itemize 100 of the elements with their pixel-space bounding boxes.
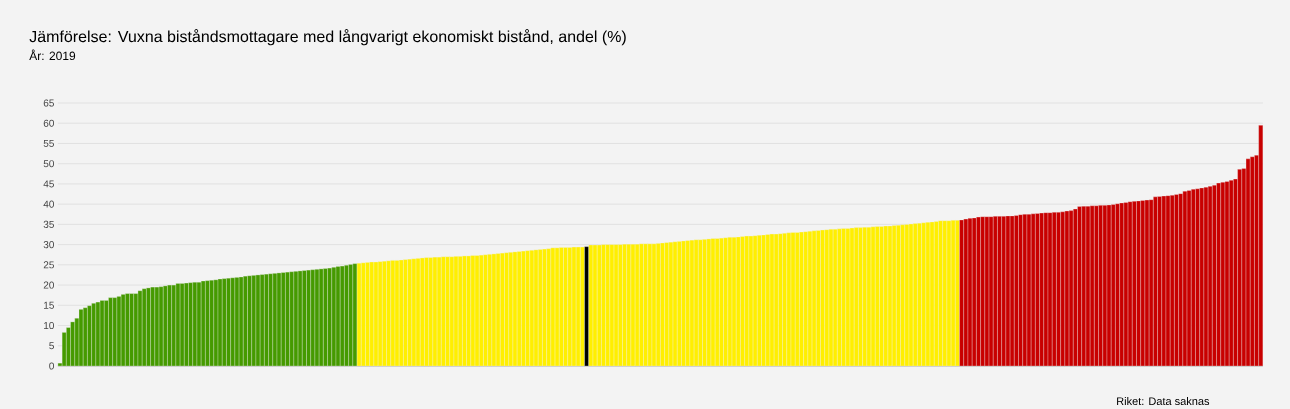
bar bbox=[415, 258, 421, 367]
bar bbox=[525, 250, 530, 367]
bar bbox=[335, 266, 341, 367]
bar bbox=[188, 282, 193, 367]
bar bbox=[647, 243, 653, 367]
y-tick-label: 25 bbox=[43, 261, 54, 269]
bar bbox=[512, 251, 518, 367]
bar bbox=[70, 321, 75, 367]
chart-subtitle: År: 2019 bbox=[29, 49, 76, 61]
bar bbox=[247, 275, 252, 367]
bar bbox=[824, 229, 830, 367]
bar bbox=[175, 283, 181, 367]
bar bbox=[1161, 195, 1167, 367]
bar bbox=[946, 220, 952, 367]
bar bbox=[1224, 181, 1230, 367]
bar bbox=[108, 297, 113, 367]
y-tick-label: 65 bbox=[43, 99, 54, 107]
bar bbox=[356, 263, 362, 367]
bar bbox=[474, 255, 480, 367]
bar bbox=[731, 237, 737, 367]
bar bbox=[314, 269, 320, 367]
bar bbox=[706, 238, 712, 367]
bar bbox=[883, 225, 889, 367]
y-tick-label: 10 bbox=[44, 321, 54, 330]
bar bbox=[651, 243, 657, 367]
bar bbox=[377, 261, 383, 367]
bar bbox=[120, 294, 126, 367]
bar bbox=[348, 264, 353, 367]
bar bbox=[554, 247, 560, 367]
bar bbox=[352, 263, 358, 367]
bar bbox=[192, 282, 198, 367]
bar bbox=[403, 259, 408, 367]
bar bbox=[428, 257, 434, 367]
bar bbox=[238, 276, 244, 367]
bar bbox=[495, 253, 501, 367]
bar bbox=[466, 255, 471, 367]
bar bbox=[664, 242, 669, 367]
text: Riket: Data saknas bbox=[1117, 397, 1210, 406]
bar bbox=[462, 255, 467, 367]
bar bbox=[116, 296, 122, 367]
bar bbox=[1165, 195, 1171, 367]
bar bbox=[761, 234, 766, 367]
bar bbox=[592, 244, 598, 367]
bar bbox=[887, 225, 893, 367]
bar bbox=[748, 235, 754, 367]
bar bbox=[230, 277, 236, 367]
y-tick-label: 20 bbox=[43, 281, 54, 289]
bar bbox=[1245, 158, 1251, 367]
bar bbox=[550, 247, 556, 367]
bar bbox=[179, 283, 185, 367]
bar bbox=[963, 218, 969, 367]
bar bbox=[1064, 210, 1070, 367]
bar bbox=[601, 244, 606, 367]
bar bbox=[1136, 200, 1141, 367]
bar bbox=[365, 262, 370, 367]
bar bbox=[373, 261, 379, 367]
bar bbox=[445, 256, 450, 367]
bar bbox=[137, 290, 143, 367]
bar bbox=[1119, 202, 1124, 367]
chart-title: Jämförelse: Vuxna biståndsmottagare med långvarigt ekonomiskt bistånd, andel (%) bbox=[29, 29, 626, 46]
bar bbox=[908, 223, 914, 367]
bar bbox=[213, 279, 219, 367]
bar bbox=[1047, 212, 1053, 367]
bar bbox=[588, 244, 594, 367]
bar bbox=[613, 244, 619, 367]
bar bbox=[643, 243, 648, 367]
bar bbox=[289, 271, 294, 367]
bar bbox=[1039, 212, 1044, 367]
bar bbox=[217, 278, 223, 367]
bar bbox=[634, 244, 640, 367]
bar bbox=[487, 254, 493, 367]
bar bbox=[390, 260, 396, 367]
bar bbox=[1026, 214, 1032, 367]
y-tick-label: 55 bbox=[43, 139, 54, 147]
bar bbox=[891, 225, 897, 367]
bar bbox=[900, 224, 905, 367]
bar bbox=[297, 270, 303, 367]
bar bbox=[820, 229, 825, 367]
bar bbox=[832, 229, 838, 367]
bar bbox=[483, 254, 488, 367]
bar bbox=[205, 280, 210, 367]
bar bbox=[563, 247, 568, 367]
bar bbox=[424, 257, 429, 367]
bar bbox=[1148, 199, 1154, 367]
bar bbox=[567, 247, 573, 367]
bar bbox=[1060, 211, 1066, 367]
bar bbox=[976, 216, 981, 367]
bar bbox=[1216, 182, 1221, 367]
bar bbox=[1106, 204, 1112, 367]
bar bbox=[710, 238, 716, 367]
bar bbox=[546, 248, 551, 367]
bar bbox=[411, 258, 417, 367]
bar bbox=[950, 220, 956, 367]
bar bbox=[78, 309, 84, 367]
bar bbox=[133, 293, 139, 367]
y-tick-label: 45 bbox=[43, 180, 54, 188]
bar bbox=[799, 231, 804, 367]
bar bbox=[921, 222, 926, 367]
bar bbox=[91, 303, 96, 367]
bar bbox=[811, 230, 817, 367]
